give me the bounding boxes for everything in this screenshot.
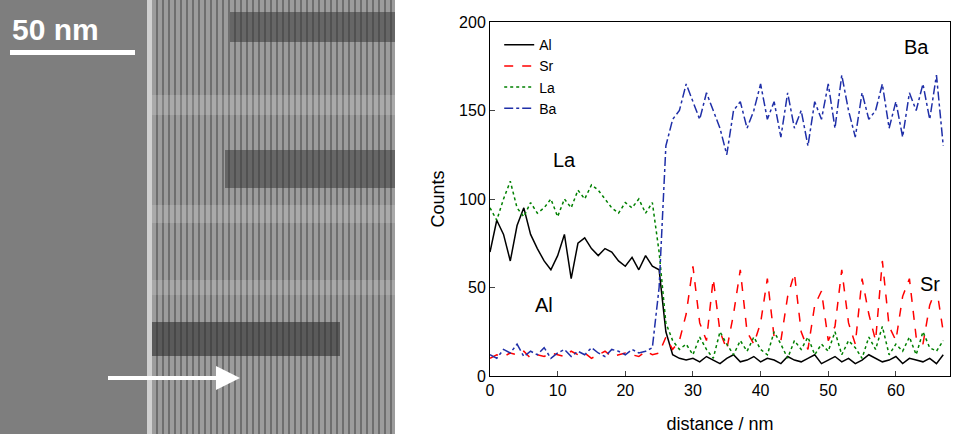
- svg-text:40: 40: [752, 382, 770, 399]
- svg-text:La: La: [539, 80, 555, 96]
- svg-text:50: 50: [819, 382, 837, 399]
- svg-text:Counts: Counts: [428, 170, 448, 227]
- svg-text:10: 10: [549, 382, 567, 399]
- svg-text:Al: Al: [535, 294, 553, 316]
- svg-text:0: 0: [486, 382, 495, 399]
- svg-text:100: 100: [459, 191, 486, 208]
- svg-text:Ba: Ba: [539, 101, 556, 117]
- svg-text:50 nm: 50 nm: [12, 13, 99, 46]
- svg-text:60: 60: [887, 382, 905, 399]
- svg-text:30: 30: [684, 382, 702, 399]
- svg-text:50: 50: [468, 279, 486, 296]
- svg-text:200: 200: [459, 14, 486, 31]
- svg-text:Al: Al: [539, 37, 551, 53]
- svg-text:20: 20: [616, 382, 634, 399]
- svg-text:Sr: Sr: [539, 58, 553, 74]
- svg-text:Ba: Ba: [904, 36, 929, 58]
- svg-text:0: 0: [477, 368, 486, 385]
- svg-text:La: La: [553, 149, 576, 171]
- svg-text:Sr: Sr: [920, 273, 940, 295]
- svg-text:150: 150: [459, 102, 486, 119]
- svg-text:distance / nm: distance / nm: [666, 414, 773, 434]
